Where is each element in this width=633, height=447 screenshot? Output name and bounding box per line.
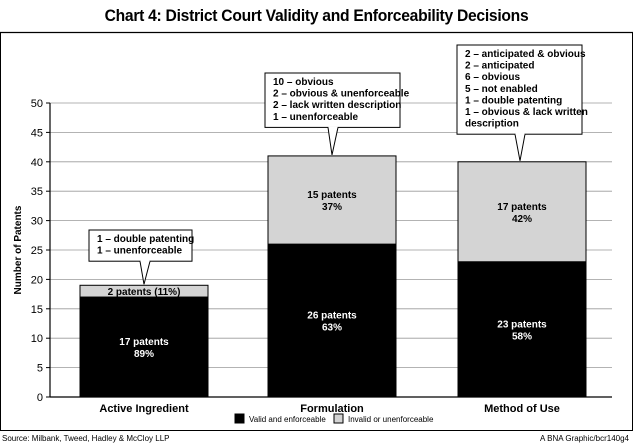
annotation-text: 10 – obvious xyxy=(273,77,334,88)
annotation-pointer xyxy=(139,261,151,285)
data-label: 17 patents xyxy=(119,337,169,348)
x-tick-label: Method of Use xyxy=(484,403,560,415)
bar-valid-enforceable xyxy=(79,296,209,398)
annotation-text: 1 – double patenting xyxy=(97,234,194,245)
y-tick-label: 10 xyxy=(31,333,43,345)
data-label: 58% xyxy=(512,331,532,342)
annotation-text: 1 – double patenting xyxy=(465,95,562,106)
annotation-text: 1 – obvious & lack written xyxy=(465,107,588,118)
annotation-text: 6 – obvious xyxy=(465,72,520,83)
bar-valid-enforceable xyxy=(267,243,397,398)
annotation-text: 2 – anticipated & obvious xyxy=(465,49,586,60)
y-tick-label: 25 xyxy=(31,245,43,257)
data-label: 63% xyxy=(322,323,342,334)
graphic-credit: A BNA Graphic/bcr140g4 xyxy=(540,434,629,443)
legend-swatch-invalid xyxy=(333,413,344,424)
legend-swatch-valid xyxy=(234,413,245,424)
y-axis-label: Number of Patents xyxy=(13,205,24,294)
y-tick-label: 30 xyxy=(31,216,43,228)
annotation-box xyxy=(264,72,401,128)
annotation-pointer xyxy=(327,127,339,156)
bar-invalid-unenforceable xyxy=(79,284,209,298)
chart-title: Chart 4: District Court Validity and Enf… xyxy=(104,6,529,25)
y-tick-label: 50 xyxy=(31,98,43,110)
y-tick-label: 5 xyxy=(37,363,43,375)
source-note: Source: Milbank, Tweed, Hadley & McCloy … xyxy=(2,434,170,443)
legend-label-valid: Valid and enforceable xyxy=(249,415,326,424)
data-label: 23 patents xyxy=(497,319,547,330)
annotation-text: 2 – anticipated xyxy=(465,61,534,72)
y-tick-label: 0 xyxy=(37,392,43,404)
annotation-text: 2 – lack written description xyxy=(273,100,401,111)
y-tick-label: 15 xyxy=(31,304,43,316)
x-tick-label: Formulation xyxy=(300,403,364,415)
annotation-text: 1 – unenforceable xyxy=(273,112,358,123)
x-tick-label: Active Ingredient xyxy=(99,403,189,415)
data-label: 2 patents (11%) xyxy=(108,287,181,298)
data-label: 15 patents xyxy=(307,190,357,201)
annotation-box xyxy=(88,229,193,262)
annotation-text: 2 – obvious & unenforceable xyxy=(273,89,410,100)
y-tick-label: 20 xyxy=(31,274,43,286)
data-label: 42% xyxy=(512,214,532,225)
annotation-text: 5 – not enabled xyxy=(465,84,538,95)
annotation-pointer xyxy=(514,134,526,161)
data-label: 26 patents xyxy=(307,311,357,322)
y-tick-label: 45 xyxy=(31,127,43,139)
annotation-text: 1 – unenforceable xyxy=(97,246,182,257)
data-label: 89% xyxy=(134,349,154,360)
data-label: 37% xyxy=(322,202,342,213)
y-tick-label: 40 xyxy=(31,157,43,169)
y-tick-label: 35 xyxy=(31,186,43,198)
data-label: 17 patents xyxy=(497,202,547,213)
legend-label-invalid: Invalid or unenforceable xyxy=(348,415,434,424)
annotation-box xyxy=(456,44,583,135)
bar-invalid-unenforceable xyxy=(457,161,587,263)
annotation-text: description xyxy=(465,119,519,130)
bar-invalid-unenforceable xyxy=(267,155,397,245)
bar-valid-enforceable xyxy=(457,261,587,398)
